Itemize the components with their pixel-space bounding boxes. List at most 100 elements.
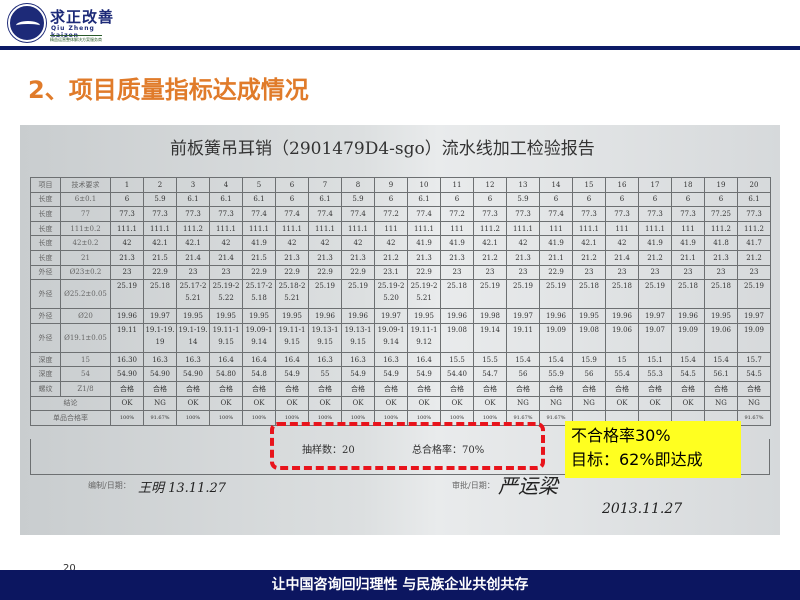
row-spec: 111±0.2 — [60, 220, 111, 237]
measure-cell: 77.3 — [605, 206, 639, 222]
row-spec: Ø25.2±0.05 — [60, 279, 111, 310]
measure-cell: 21.3 — [704, 249, 738, 266]
measure-cell: 19.09 — [737, 322, 771, 353]
measure-cell: 19.09 — [539, 322, 573, 353]
measure-cell: 77.3 — [176, 206, 210, 222]
table-row: 长度 42±0.2 42 42.1 42.1 42 41.9 42 42 42 42 41.9 41.9… — [30, 235, 771, 251]
measure-cell: 19.09 — [671, 322, 705, 353]
conclusion-cell: OK — [605, 395, 639, 412]
approved-signature: 严运梁 — [498, 474, 558, 498]
measure-cell: 19.11-19.12 — [407, 322, 441, 353]
measure-cell: 77.4 — [308, 206, 342, 222]
measure-cell: 合格 — [440, 380, 474, 397]
measure-cell: 77.3 — [143, 206, 177, 222]
measure-cell: 16.4 — [275, 351, 309, 368]
pass_rate-cell: 91.67% — [143, 410, 177, 426]
measure-cell: 55.4 — [605, 366, 639, 382]
measure-cell: 合格 — [737, 380, 771, 397]
inspection-table: 项目 技术要求 1 2 3 4 5 6 7 8 9 10 11 12 13 14 15 16 17 18 19 20 长度 6… — [30, 177, 771, 426]
measure-cell: 77.3 — [110, 206, 144, 222]
header-cell: 11 — [440, 177, 474, 193]
measure-cell: 54.5 — [671, 366, 705, 382]
measure-cell: 77.3 — [572, 206, 606, 222]
measure-cell: 6.1 — [737, 191, 771, 208]
row-spec: 54 — [60, 366, 111, 382]
measure-cell: 77.3 — [506, 206, 540, 222]
measure-cell: 25.19 — [638, 279, 672, 310]
measure-cell: 23 — [638, 264, 672, 281]
measure-cell: 25.18 — [605, 279, 639, 310]
measure-cell: 19.11 — [506, 322, 540, 353]
measure-cell: 合格 — [374, 380, 408, 397]
measure-cell: 111 — [440, 220, 474, 237]
measure-cell: 21.5 — [143, 249, 177, 266]
measure-cell: 42 — [209, 235, 243, 251]
header-cell: 2 — [143, 177, 177, 193]
measure-cell: 16.3 — [341, 351, 375, 368]
row-label: 长度 — [30, 206, 61, 222]
measure-cell: 6.1 — [407, 191, 441, 208]
measure-cell: 合格 — [242, 380, 276, 397]
measure-cell: 42 — [374, 235, 408, 251]
measure-cell: 16.4 — [242, 351, 276, 368]
measure-cell: 合格 — [638, 380, 672, 397]
header-cell: 3 — [176, 177, 210, 193]
header-cell: 7 — [308, 177, 342, 193]
measure-cell: 55.9 — [539, 366, 573, 382]
measure-cell: 19.13-19.15 — [308, 322, 342, 353]
measure-cell: 19.96 — [341, 308, 375, 324]
measure-cell: 合格 — [473, 380, 507, 397]
conclusion-cell: OK — [374, 395, 408, 412]
measure-cell: 42.1 — [176, 235, 210, 251]
measure-cell: 77.3 — [638, 206, 672, 222]
measure-cell: 111.1 — [209, 220, 243, 237]
measure-cell: 19.08 — [440, 322, 474, 353]
row-label: 外径 — [30, 264, 61, 281]
measure-cell: 25.19 — [539, 279, 573, 310]
measure-cell: 54.9 — [275, 366, 309, 382]
measure-cell: 55.3 — [638, 366, 672, 382]
measure-cell: 19.06 — [605, 322, 639, 353]
sample-count: 抽样数：20 — [302, 445, 355, 456]
measure-cell: 41.9 — [638, 235, 672, 251]
measure-cell: 23.1 — [374, 264, 408, 281]
measure-cell: 111.1 — [506, 220, 540, 237]
measure-cell: 19.95 — [407, 308, 441, 324]
measure-cell: 111.1 — [341, 220, 375, 237]
logo-name: 求正改善 — [50, 8, 115, 26]
measure-cell: 合格 — [572, 380, 606, 397]
measure-cell: 42.1 — [572, 235, 606, 251]
measure-cell: 54.9 — [341, 366, 375, 382]
table-row: 螺纹 Z1/8 合格 合格 合格 合格 合格 合格 合格 合格 合格 合格 合格 合格 合格 合格 合格 合格 合格… — [30, 380, 771, 397]
pass_rate-cell: 91.67% — [539, 410, 573, 426]
measure-cell: 111.1 — [407, 220, 441, 237]
measure-cell: 41.9 — [242, 235, 276, 251]
measure-cell: 42 — [110, 235, 144, 251]
row-label: 深度 — [30, 366, 61, 382]
measure-cell: 21.2 — [638, 249, 672, 266]
measure-cell: 19.97 — [374, 308, 408, 324]
measure-cell: 21.5 — [242, 249, 276, 266]
measure-cell: 41.9 — [539, 235, 573, 251]
measure-cell: 19.95 — [176, 308, 210, 324]
table-row: 深度 54 54.90 54.90 54.90 54.80 54.8 54.9 55 54.9 54… — [30, 366, 771, 382]
measure-cell: 77.2 — [440, 206, 474, 222]
pass_rate-cell: 91.67% — [737, 410, 771, 426]
measure-cell: 111 — [605, 220, 639, 237]
header-cell: 6 — [275, 177, 309, 193]
measure-cell: 19.95 — [704, 308, 738, 324]
measure-cell: 合格 — [506, 380, 540, 397]
measure-cell: 22.9 — [308, 264, 342, 281]
measure-cell: 21.3 — [110, 249, 144, 266]
conclusion-row: 结论 OK NG OK OK OK OK OK OK OK OK OK OK NG NG NG OK OK OK NG… — [30, 395, 771, 412]
table-row: 外径 Ø25.2±0.05 25.19 25.18 25.17-25.21 25.19-2… — [30, 279, 771, 310]
header-cell: 5 — [242, 177, 276, 193]
measure-cell: 15.4 — [671, 351, 705, 368]
measure-cell: 19.1-19.19 — [143, 322, 177, 353]
measure-cell: 77.3 — [209, 206, 243, 222]
table-row: 长度 6±0.1 6 5.9 6.1 6.1 6.1 6 6.1 5.9 6 6.1 6 6 5.9 6 6 6 6… — [30, 191, 771, 208]
measure-cell: 22.9 — [275, 264, 309, 281]
table-row: 长度 21 21.3 21.5 21.4 21.4 21.5 21.3 21.3 21.3 21.2… — [30, 249, 771, 266]
measure-cell: 16.4 — [209, 351, 243, 368]
measure-cell: 111 — [671, 220, 705, 237]
